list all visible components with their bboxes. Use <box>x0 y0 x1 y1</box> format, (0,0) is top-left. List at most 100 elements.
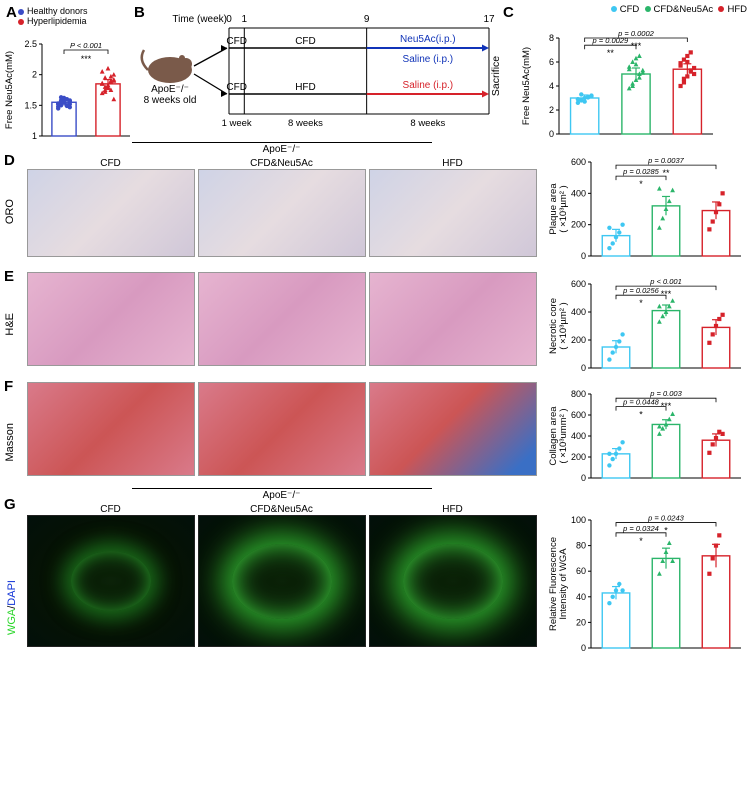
svg-text:8 weeks: 8 weeks <box>288 118 323 129</box>
svg-text:2: 2 <box>32 70 37 80</box>
panel-g-images: ApoE⁻/⁻ CFD CFD&Neu5Ac HFD <box>24 490 539 647</box>
svg-text:200: 200 <box>571 335 586 345</box>
svg-text:8 weeks old: 8 weeks old <box>144 95 197 106</box>
svg-text:Saline (i.p.): Saline (i.p.) <box>403 54 454 65</box>
svg-text:Relative FluorescenceIntensity: Relative FluorescenceIntensity of WGA <box>548 537 569 631</box>
svg-text:40: 40 <box>576 592 586 602</box>
legend-hfd: HFD <box>727 4 747 15</box>
svg-text:*: * <box>664 526 668 536</box>
panel-f-rowtitle: Masson <box>4 423 16 462</box>
col-cfdneu: CFD&Neu5Ac <box>198 158 366 169</box>
svg-text:CFD: CFD <box>226 36 247 47</box>
svg-text:1 week: 1 week <box>222 118 252 129</box>
dapi-text: DAPI <box>6 580 18 606</box>
svg-text:***: *** <box>81 54 92 64</box>
panel-f-images <box>24 378 539 476</box>
svg-text:p = 0.0285: p = 0.0285 <box>622 167 659 176</box>
svg-text:**: ** <box>662 168 670 178</box>
svg-text:1.5: 1.5 <box>24 100 37 110</box>
svg-text:400: 400 <box>571 431 586 441</box>
gcol-hfd: HFD <box>369 504 537 515</box>
panel-a: A Healthy donors Hyperlipidemia 11.522.5… <box>4 4 134 142</box>
svg-text:8: 8 <box>549 33 554 43</box>
col-cfd: CFD <box>27 158 195 169</box>
svg-text:**: ** <box>607 48 615 58</box>
panel-a-legend: Healthy donors Hyperlipidemia <box>18 6 88 26</box>
svg-text:0: 0 <box>581 251 586 261</box>
legend-healthy: Healthy donors <box>27 6 88 16</box>
panel-d-label: D <box>4 152 15 169</box>
panel-e-label: E <box>4 268 14 285</box>
svg-text:100: 100 <box>571 515 586 525</box>
panel-c-label: C <box>503 4 514 21</box>
svg-text:2.5: 2.5 <box>24 39 37 49</box>
svg-text:***: *** <box>631 41 642 51</box>
svg-text:***: *** <box>661 401 672 411</box>
he-cfdneu-image <box>198 272 366 366</box>
svg-text:p = 0.0324: p = 0.0324 <box>622 524 659 533</box>
svg-text:*: * <box>639 179 643 189</box>
hyper-dot-icon <box>18 19 24 25</box>
svg-text:4: 4 <box>549 81 554 91</box>
panel-f-label: F <box>4 378 13 395</box>
hfd-dot-icon <box>718 6 724 12</box>
svg-text:Plaque area( ×10³µm² ): Plaque area( ×10³µm² ) <box>548 183 569 235</box>
svg-text:Neu5Ac(i.p.): Neu5Ac(i.p.) <box>400 34 456 45</box>
svg-text:HFD: HFD <box>295 82 316 93</box>
svg-text:p < 0.001: p < 0.001 <box>649 277 682 286</box>
panel-c-chart: 02468Free Neu5Ac(mM)p = 0.0029**p = 0.00… <box>519 20 719 140</box>
svg-text:Free Neu5Ac(mM): Free Neu5Ac(mM) <box>4 51 15 129</box>
panel-d-rowtitle: ORO <box>4 199 16 224</box>
panel-c: C CFD CFD&Neu5Ac HFD 02468Free Neu5Ac(mM… <box>509 4 749 142</box>
svg-text:400: 400 <box>571 188 586 198</box>
svg-text:600: 600 <box>571 157 586 167</box>
svg-text:200: 200 <box>571 220 586 230</box>
legend-cfdneu: CFD&Neu5Ac <box>654 4 714 15</box>
svg-text:0: 0 <box>581 473 586 483</box>
gcol-cfd: CFD <box>27 504 195 515</box>
wga-text: WGA <box>6 609 18 635</box>
svg-text:2: 2 <box>549 105 554 115</box>
cfd-dot-icon <box>611 6 617 12</box>
svg-text:17: 17 <box>483 14 495 25</box>
wga-cfdneu-image <box>198 515 366 647</box>
svg-text:p = 0.003: p = 0.003 <box>649 389 682 398</box>
legend-hyper: Hyperlipidemia <box>27 16 87 26</box>
panel-e-rowtitle: H&E <box>4 313 16 336</box>
svg-text:6: 6 <box>549 57 554 67</box>
svg-text:P < 0.001: P < 0.001 <box>70 41 102 50</box>
masson-cfdneu-image <box>198 382 366 476</box>
panel-e-images <box>24 268 539 366</box>
svg-text:80: 80 <box>576 541 586 551</box>
panel-f-chart: 0200400600800Collagen area( ×10³umm² )p … <box>539 378 749 484</box>
panel-d-chart: 0 200 400 600 Plaque area( ×10³µm² ) p = 0.02… <box>539 144 749 262</box>
figure-root: A Healthy donors Hyperlipidemia 1 1.5 2 2.5… <box>0 0 755 660</box>
wga-cfd-image <box>27 515 195 647</box>
svg-text:Sacrifice: Sacrifice <box>490 56 502 96</box>
oro-cfdneu-image <box>198 169 366 257</box>
panel-g-chart: 020406080100Relative FluorescenceIntensi… <box>539 490 749 656</box>
panel-d-images: ApoE⁻/⁻ CFD CFD&Neu5Ac HFD <box>24 144 539 257</box>
svg-text:p = 0.0037: p = 0.0037 <box>647 156 684 165</box>
healthy-dot-icon <box>18 9 24 15</box>
svg-text:0: 0 <box>549 129 554 139</box>
masson-hfd-image <box>369 382 537 476</box>
svg-text:800: 800 <box>571 389 586 399</box>
svg-text:0: 0 <box>226 14 232 25</box>
panel-a-label: A <box>6 4 17 21</box>
svg-text:Saline (i.p.): Saline (i.p.) <box>403 80 454 91</box>
oro-hfd-image <box>369 169 537 257</box>
svg-text:p = 0.0448: p = 0.0448 <box>622 398 659 407</box>
svg-text:1: 1 <box>242 14 248 25</box>
panel-g-label: G <box>4 496 16 513</box>
legend-cfd: CFD <box>620 4 640 15</box>
svg-text:*: * <box>639 536 643 546</box>
svg-text:*: * <box>639 410 643 420</box>
svg-text:600: 600 <box>571 410 586 420</box>
oro-cfd-image <box>27 169 195 257</box>
panel-a-chart: 11.522.5Free Neu5Ac(mM)P < 0.001*** <box>4 34 134 142</box>
svg-text:20: 20 <box>576 617 586 627</box>
panel-d-grouptitle: ApoE⁻/⁻ <box>257 144 307 155</box>
svg-text:***: *** <box>661 289 672 299</box>
panel-e-chart: 0200400600Necrotic core( ×10³µm² )p = 0.… <box>539 268 749 374</box>
